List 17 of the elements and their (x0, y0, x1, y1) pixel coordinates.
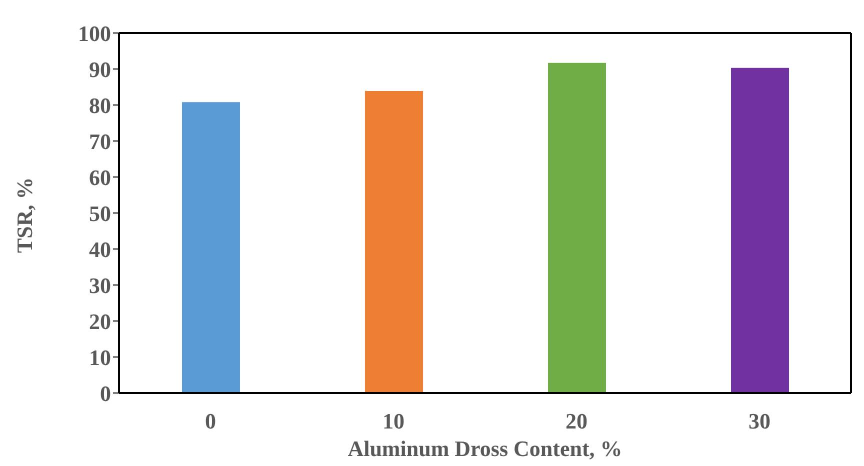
y-tick-label: 10 (89, 344, 111, 370)
y-tick-label: 0 (100, 380, 111, 406)
y-axis-title: TSR, % (12, 177, 37, 253)
x-tick-label: 10 (382, 408, 404, 434)
y-tick-label: 90 (89, 56, 111, 82)
y-tick-label: 100 (78, 20, 111, 46)
y-tick-label: 30 (89, 272, 111, 298)
x-tick-label: 20 (566, 408, 588, 434)
x-tick-label: 30 (748, 408, 770, 434)
y-tick-label: 40 (89, 236, 111, 262)
x-axis-title: Aluminum Dross Content, % (348, 436, 622, 461)
y-tick-label: 60 (89, 164, 111, 190)
y-tick-label: 20 (89, 308, 111, 334)
x-tick-label: 0 (205, 408, 216, 434)
y-tick-label: 70 (89, 128, 111, 154)
y-tick-label: 50 (89, 200, 111, 226)
y-tick-label: 80 (89, 92, 111, 118)
